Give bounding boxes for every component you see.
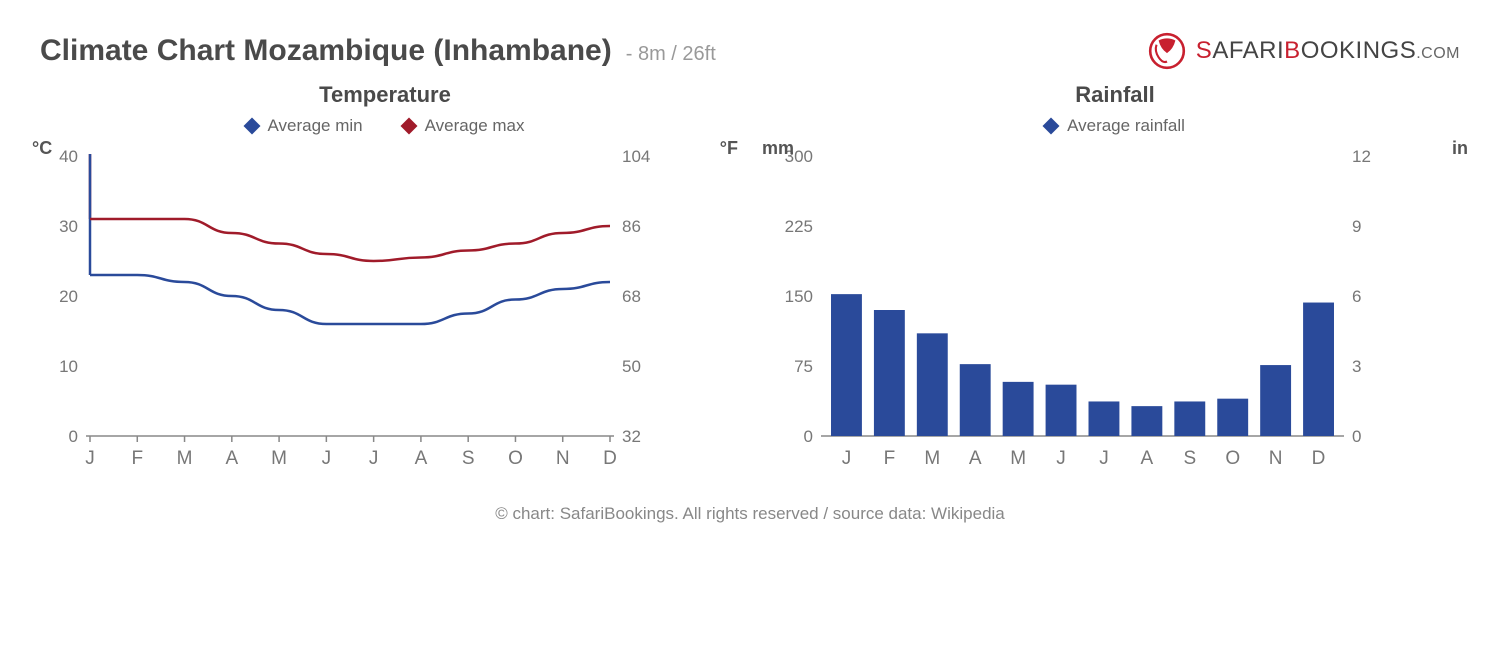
svg-text:O: O — [508, 448, 523, 469]
svg-text:A: A — [415, 448, 428, 469]
svg-text:9: 9 — [1352, 217, 1361, 236]
svg-text:0: 0 — [804, 427, 813, 446]
svg-text:40: 40 — [59, 147, 78, 166]
diamond-icon — [1043, 118, 1060, 135]
legend-avg-min: Average min — [246, 116, 363, 136]
svg-text:50: 50 — [622, 357, 641, 376]
rainfall-title: Rainfall — [770, 82, 1460, 108]
title-block: Climate Chart Mozambique (Inhambane) - 8… — [40, 34, 716, 68]
header: Climate Chart Mozambique (Inhambane) - 8… — [0, 0, 1500, 82]
svg-text:32: 32 — [622, 427, 641, 446]
svg-text:D: D — [603, 448, 617, 469]
temperature-plot-wrap: °C °F 01020304032506886104JFMAMJJASOND — [40, 146, 730, 476]
svg-text:J: J — [85, 448, 95, 469]
svg-text:86: 86 — [622, 217, 641, 236]
lion-icon — [1146, 30, 1188, 72]
brand-logo: SAFARIBOOKINGS.COM — [1146, 30, 1460, 72]
svg-text:0: 0 — [69, 427, 78, 446]
temp-unit-f: °F — [720, 138, 738, 159]
logo-text: SAFARIBOOKINGS.COM — [1196, 37, 1460, 65]
svg-text:3: 3 — [1352, 357, 1361, 376]
svg-text:J: J — [842, 448, 852, 469]
rainfall-panel: Rainfall Average rainfall mm in 07515022… — [770, 82, 1460, 476]
svg-text:N: N — [556, 448, 570, 469]
svg-text:S: S — [462, 448, 475, 469]
svg-text:A: A — [969, 448, 982, 469]
rain-unit-in: in — [1452, 138, 1468, 159]
legend-avg-rainfall: Average rainfall — [1045, 116, 1185, 136]
temperature-panel: Temperature Average min Average max °C °… — [40, 82, 730, 476]
svg-text:S: S — [1183, 448, 1196, 469]
rainfall-plot-wrap: mm in 075150225300036912JFMAMJJASOND — [770, 146, 1460, 476]
page-title: Climate Chart Mozambique (Inhambane) — [40, 34, 612, 68]
temperature-legend: Average min Average max — [40, 116, 730, 136]
rainfall-legend: Average rainfall — [770, 116, 1460, 136]
svg-text:D: D — [1312, 448, 1326, 469]
svg-text:N: N — [1269, 448, 1283, 469]
svg-text:150: 150 — [785, 287, 813, 306]
svg-text:M: M — [177, 448, 193, 469]
svg-text:6: 6 — [1352, 287, 1361, 306]
svg-text:30: 30 — [59, 217, 78, 236]
legend-min-label: Average min — [268, 116, 363, 136]
svg-text:J: J — [369, 448, 379, 469]
svg-text:A: A — [225, 448, 238, 469]
svg-text:0: 0 — [1352, 427, 1361, 446]
charts-row: Temperature Average min Average max °C °… — [0, 82, 1500, 476]
svg-text:104: 104 — [622, 147, 650, 166]
page-subtitle: - 8m / 26ft — [626, 43, 716, 66]
svg-text:O: O — [1225, 448, 1240, 469]
temp-unit-c: °C — [32, 138, 52, 159]
svg-text:J: J — [1056, 448, 1066, 469]
legend-max-label: Average max — [425, 116, 525, 136]
diamond-icon — [243, 118, 260, 135]
legend-avg-max: Average max — [403, 116, 525, 136]
svg-text:68: 68 — [622, 287, 641, 306]
diamond-icon — [400, 118, 417, 135]
temperature-title: Temperature — [40, 82, 730, 108]
rainfall-chart: 075150225300036912JFMAMJJASOND — [770, 146, 1390, 476]
svg-text:75: 75 — [794, 357, 813, 376]
svg-text:225: 225 — [785, 217, 813, 236]
svg-text:F: F — [884, 448, 896, 469]
footer-credit: © chart: SafariBookings. All rights rese… — [0, 504, 1500, 524]
svg-text:J: J — [1099, 448, 1109, 469]
temperature-chart: 0 10 20 30 40 32 50 68 86 104 J F M A M J J A S O N D — [40, 146, 660, 476]
svg-text:20: 20 — [59, 287, 78, 306]
svg-text:M: M — [271, 448, 287, 469]
svg-text:10: 10 — [59, 357, 78, 376]
svg-text:A: A — [1141, 448, 1154, 469]
svg-text:F: F — [131, 448, 143, 469]
svg-text:M: M — [924, 448, 940, 469]
svg-text:M: M — [1010, 448, 1026, 469]
legend-rainfall-label: Average rainfall — [1067, 116, 1185, 136]
svg-text:12: 12 — [1352, 147, 1371, 166]
rain-unit-mm: mm — [762, 138, 794, 159]
svg-text:J: J — [322, 448, 332, 469]
